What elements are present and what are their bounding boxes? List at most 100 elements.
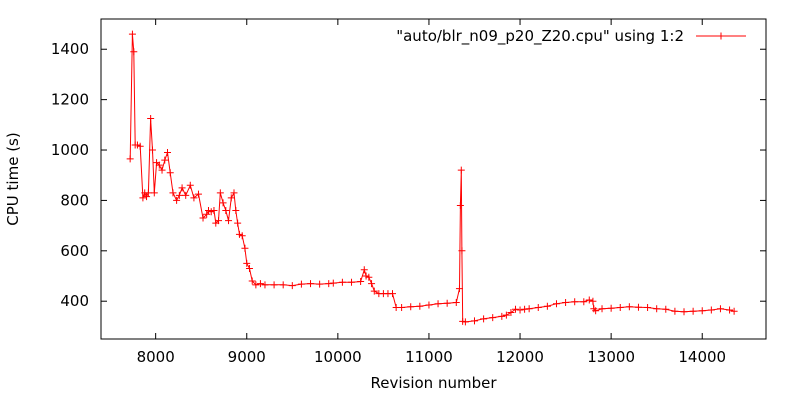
data-point [370, 287, 378, 295]
data-point [256, 280, 264, 288]
data-point [241, 244, 249, 252]
series-layer [126, 30, 738, 326]
data-point [128, 30, 136, 38]
data-point [338, 278, 346, 286]
data-point [470, 317, 478, 325]
data-point [398, 304, 406, 312]
data-point [689, 307, 697, 315]
data-point [252, 281, 260, 289]
y-axis-ticks: 400 600 800 1000 1200 1400 [51, 40, 766, 310]
data-point [511, 305, 519, 313]
data-point [325, 280, 333, 288]
x-tick-label: 14000 [678, 348, 726, 366]
data-point [139, 194, 147, 202]
data-point [616, 304, 624, 312]
data-point [230, 189, 238, 197]
data-point [360, 266, 368, 274]
legend: "auto/blr_n09_p20_Z20.cpu" using 1:2 [396, 27, 746, 46]
data-point [182, 191, 190, 199]
data-point [425, 301, 433, 309]
plot-frame [100, 18, 767, 340]
data-point [248, 277, 256, 285]
data-point [456, 201, 464, 209]
data-point [143, 193, 151, 201]
data-point [232, 206, 240, 214]
data-point [458, 247, 466, 255]
data-point [155, 161, 163, 169]
data-point [455, 285, 463, 293]
data-point [158, 166, 166, 174]
x-tick-label: 12000 [496, 348, 544, 366]
data-point [543, 302, 551, 310]
data-point [169, 189, 177, 197]
data-point [521, 305, 529, 313]
data-point [634, 303, 642, 311]
legend-marker [717, 32, 725, 40]
data-point [562, 298, 570, 306]
data-point [297, 280, 305, 288]
data-point [270, 281, 278, 289]
data-point [216, 189, 224, 197]
data-point [707, 306, 715, 314]
data-point [164, 149, 171, 157]
data-point [698, 307, 706, 315]
data-point [534, 304, 542, 312]
data-point [288, 282, 296, 290]
x-axis-ticks: 8000 9000 10000 11000 12000 13000 14000 [137, 19, 726, 366]
data-point [348, 278, 356, 286]
data-point [552, 300, 560, 308]
data-point [434, 300, 442, 308]
data-point [130, 48, 138, 56]
y-tick-label: 1200 [51, 91, 89, 109]
x-tick-label: 8000 [137, 348, 175, 366]
data-point [680, 308, 688, 316]
data-point [194, 190, 202, 198]
y-tick-label: 600 [60, 242, 89, 260]
data-point [662, 305, 670, 313]
data-point [365, 273, 373, 281]
data-point [178, 184, 186, 192]
data-point [234, 219, 242, 227]
data-point [607, 304, 615, 312]
data-point [644, 304, 652, 312]
data-point [457, 166, 465, 174]
data-point [136, 142, 144, 150]
data-point [203, 210, 211, 218]
data-point [279, 281, 287, 289]
y-tick-label: 1000 [51, 141, 89, 159]
data-point [150, 189, 158, 197]
data-point [525, 305, 533, 313]
data-point [452, 298, 460, 306]
data-point [190, 194, 198, 202]
data-point [219, 199, 227, 207]
data-point [238, 232, 246, 240]
data-point [161, 156, 169, 164]
series-line [129, 34, 735, 323]
data-point [407, 303, 415, 311]
x-tick-label: 13000 [587, 348, 635, 366]
data-point [389, 290, 397, 298]
data-point [166, 169, 174, 177]
data-point [175, 191, 183, 199]
data-point [498, 312, 506, 320]
data-point [126, 155, 134, 163]
data-point [571, 298, 579, 306]
data-point [173, 196, 181, 204]
data-point [589, 297, 597, 305]
data-point [199, 214, 207, 222]
data-point [245, 264, 253, 272]
y-tick-label: 400 [60, 292, 89, 310]
x-axis-label: Revision number [371, 374, 498, 392]
data-point [186, 181, 194, 189]
data-point [357, 278, 365, 286]
y-axis-label: CPU time (s) [4, 132, 22, 225]
data-point [461, 318, 469, 326]
data-point [316, 280, 324, 288]
data-point [368, 280, 376, 288]
data-point [215, 217, 223, 225]
data-point [502, 311, 510, 319]
data-point [653, 305, 661, 313]
data-point [443, 299, 451, 307]
y-tick-label: 800 [60, 191, 89, 209]
